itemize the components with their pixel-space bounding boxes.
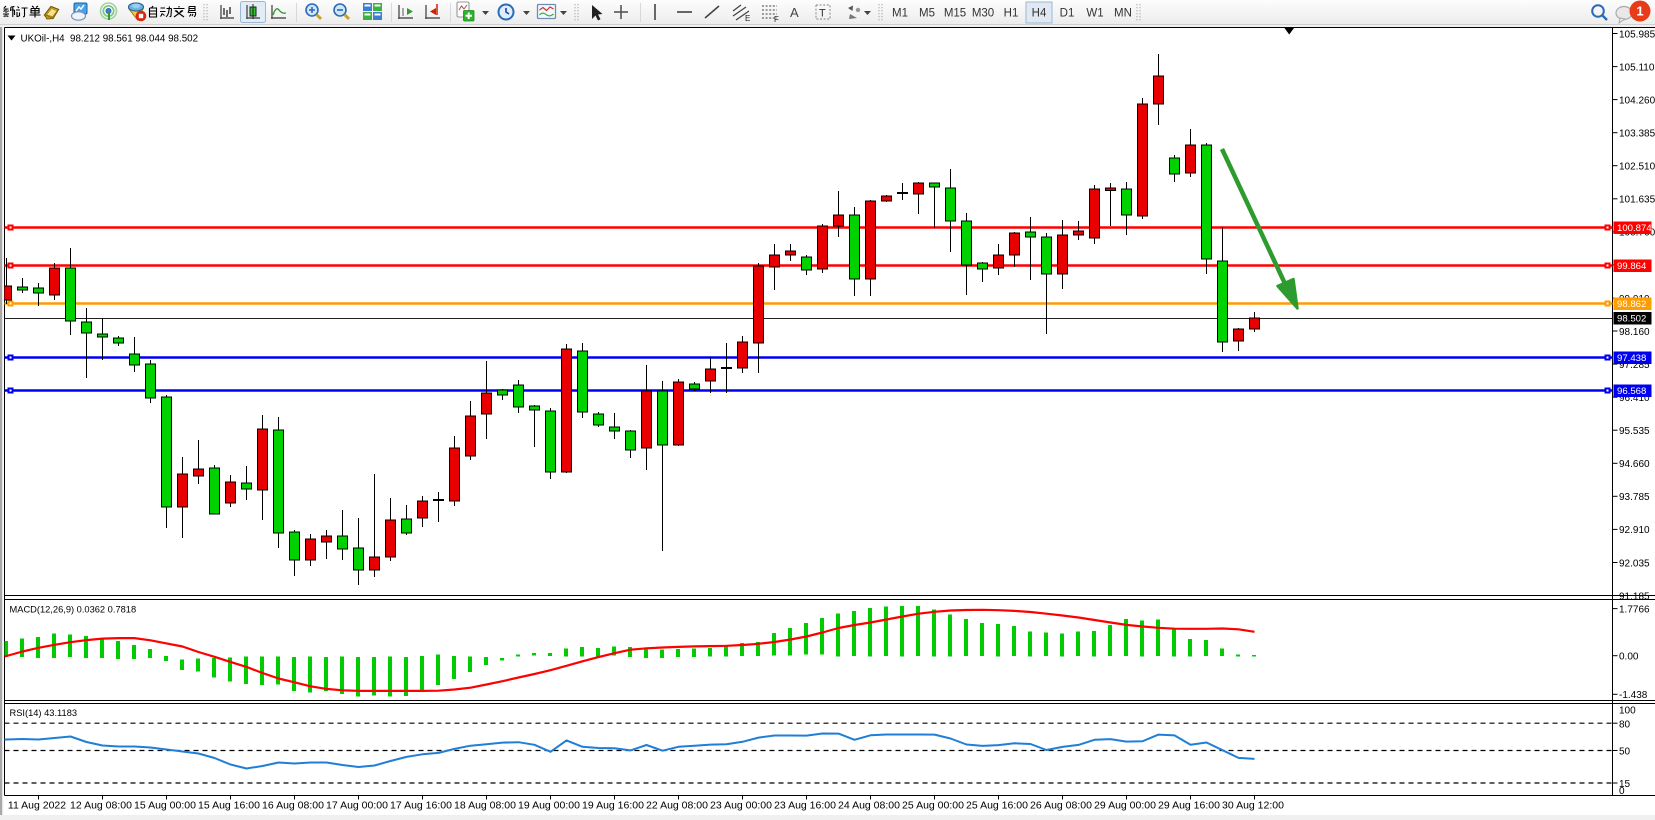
svg-text:D1: D1	[1060, 8, 1075, 20]
svg-text:98.160: 98.160	[1619, 327, 1650, 338]
svg-text:92.035: 92.035	[1619, 558, 1650, 569]
svg-text:W1: W1	[1086, 8, 1103, 20]
svg-text:23 Aug 16:00: 23 Aug 16:00	[774, 800, 836, 812]
svg-text:101.635: 101.635	[1619, 195, 1655, 206]
svg-text:50: 50	[1619, 746, 1631, 757]
svg-text:1: 1	[1636, 4, 1643, 19]
svg-text:22 Aug 08:00: 22 Aug 08:00	[646, 800, 708, 812]
svg-text:95.535: 95.535	[1619, 426, 1650, 437]
svg-text:23 Aug 00:00: 23 Aug 00:00	[710, 800, 772, 812]
svg-text:104.260: 104.260	[1619, 95, 1655, 106]
svg-text:18 Aug 08:00: 18 Aug 08:00	[454, 800, 516, 812]
svg-text:0: 0	[1619, 786, 1625, 797]
svg-text:1.7766: 1.7766	[1619, 604, 1650, 615]
svg-text:H4: H4	[1032, 8, 1047, 20]
svg-text:80: 80	[1619, 719, 1631, 730]
svg-text:15 Aug 16:00: 15 Aug 16:00	[198, 800, 260, 812]
svg-text:19 Aug 16:00: 19 Aug 16:00	[582, 800, 644, 812]
svg-text:103.385: 103.385	[1619, 129, 1655, 140]
svg-text:12 Aug 08:00: 12 Aug 08:00	[70, 800, 132, 812]
svg-text:M15: M15	[944, 8, 966, 20]
svg-text:RSI(14) 43.1183: RSI(14) 43.1183	[10, 708, 78, 718]
svg-text:-1.438: -1.438	[1619, 690, 1648, 701]
svg-text:17 Aug 00:00: 17 Aug 00:00	[326, 800, 388, 812]
svg-text:99.864: 99.864	[1617, 261, 1647, 272]
svg-text:M30: M30	[972, 8, 994, 20]
svg-text:93.785: 93.785	[1619, 492, 1650, 503]
svg-text:100.874: 100.874	[1617, 223, 1652, 234]
svg-text:17 Aug 16:00: 17 Aug 16:00	[390, 800, 452, 812]
svg-text:92.910: 92.910	[1619, 525, 1650, 536]
svg-text:15 Aug 00:00: 15 Aug 00:00	[134, 800, 196, 812]
svg-text:25 Aug 16:00: 25 Aug 16:00	[966, 800, 1028, 812]
svg-text:E: E	[745, 14, 750, 23]
svg-text:0.00: 0.00	[1619, 652, 1639, 663]
svg-text:24 Aug 08:00: 24 Aug 08:00	[838, 800, 900, 812]
svg-text:T: T	[819, 8, 826, 20]
svg-text:M5: M5	[919, 8, 935, 20]
svg-text:98.502: 98.502	[1617, 314, 1646, 325]
svg-text:96.410: 96.410	[1619, 393, 1650, 404]
svg-text:105.985: 105.985	[1619, 29, 1655, 40]
svg-text:H1: H1	[1004, 8, 1019, 20]
svg-text:MACD(12,26,9) 0.0362 0.7818: MACD(12,26,9) 0.0362 0.7818	[10, 605, 137, 615]
svg-text:94.660: 94.660	[1619, 459, 1650, 470]
svg-text:25 Aug 00:00: 25 Aug 00:00	[902, 800, 964, 812]
svg-text:100: 100	[1619, 705, 1636, 716]
svg-text:15: 15	[1619, 779, 1631, 790]
svg-text:91.185: 91.185	[1619, 591, 1650, 602]
svg-text:29 Aug 00:00: 29 Aug 00:00	[1094, 800, 1156, 812]
svg-text:A: A	[790, 5, 799, 20]
svg-text:97.285: 97.285	[1619, 360, 1650, 371]
svg-text:97.438: 97.438	[1617, 353, 1646, 364]
svg-text:M1: M1	[892, 8, 908, 20]
svg-text:102.510: 102.510	[1619, 162, 1655, 173]
svg-text:19 Aug 00:00: 19 Aug 00:00	[518, 800, 580, 812]
svg-text:11 Aug 2022: 11 Aug 2022	[8, 800, 66, 812]
svg-text:16 Aug 08:00: 16 Aug 08:00	[262, 800, 324, 812]
svg-text:26 Aug 08:00: 26 Aug 08:00	[1030, 800, 1092, 812]
svg-text:MN: MN	[1114, 8, 1132, 20]
svg-text:F: F	[774, 15, 779, 24]
svg-text:98.862: 98.862	[1617, 299, 1646, 310]
svg-text:30 Aug 12:00: 30 Aug 12:00	[1222, 800, 1284, 812]
svg-text:96.568: 96.568	[1617, 386, 1646, 397]
svg-text:29 Aug 16:00: 29 Aug 16:00	[1158, 800, 1220, 812]
svg-text:UKOil-,H4 98.212 98.561 98.04: UKOil-,H4 98.212 98.561 98.044 98.502	[21, 34, 199, 45]
svg-text:105.110: 105.110	[1619, 62, 1655, 73]
